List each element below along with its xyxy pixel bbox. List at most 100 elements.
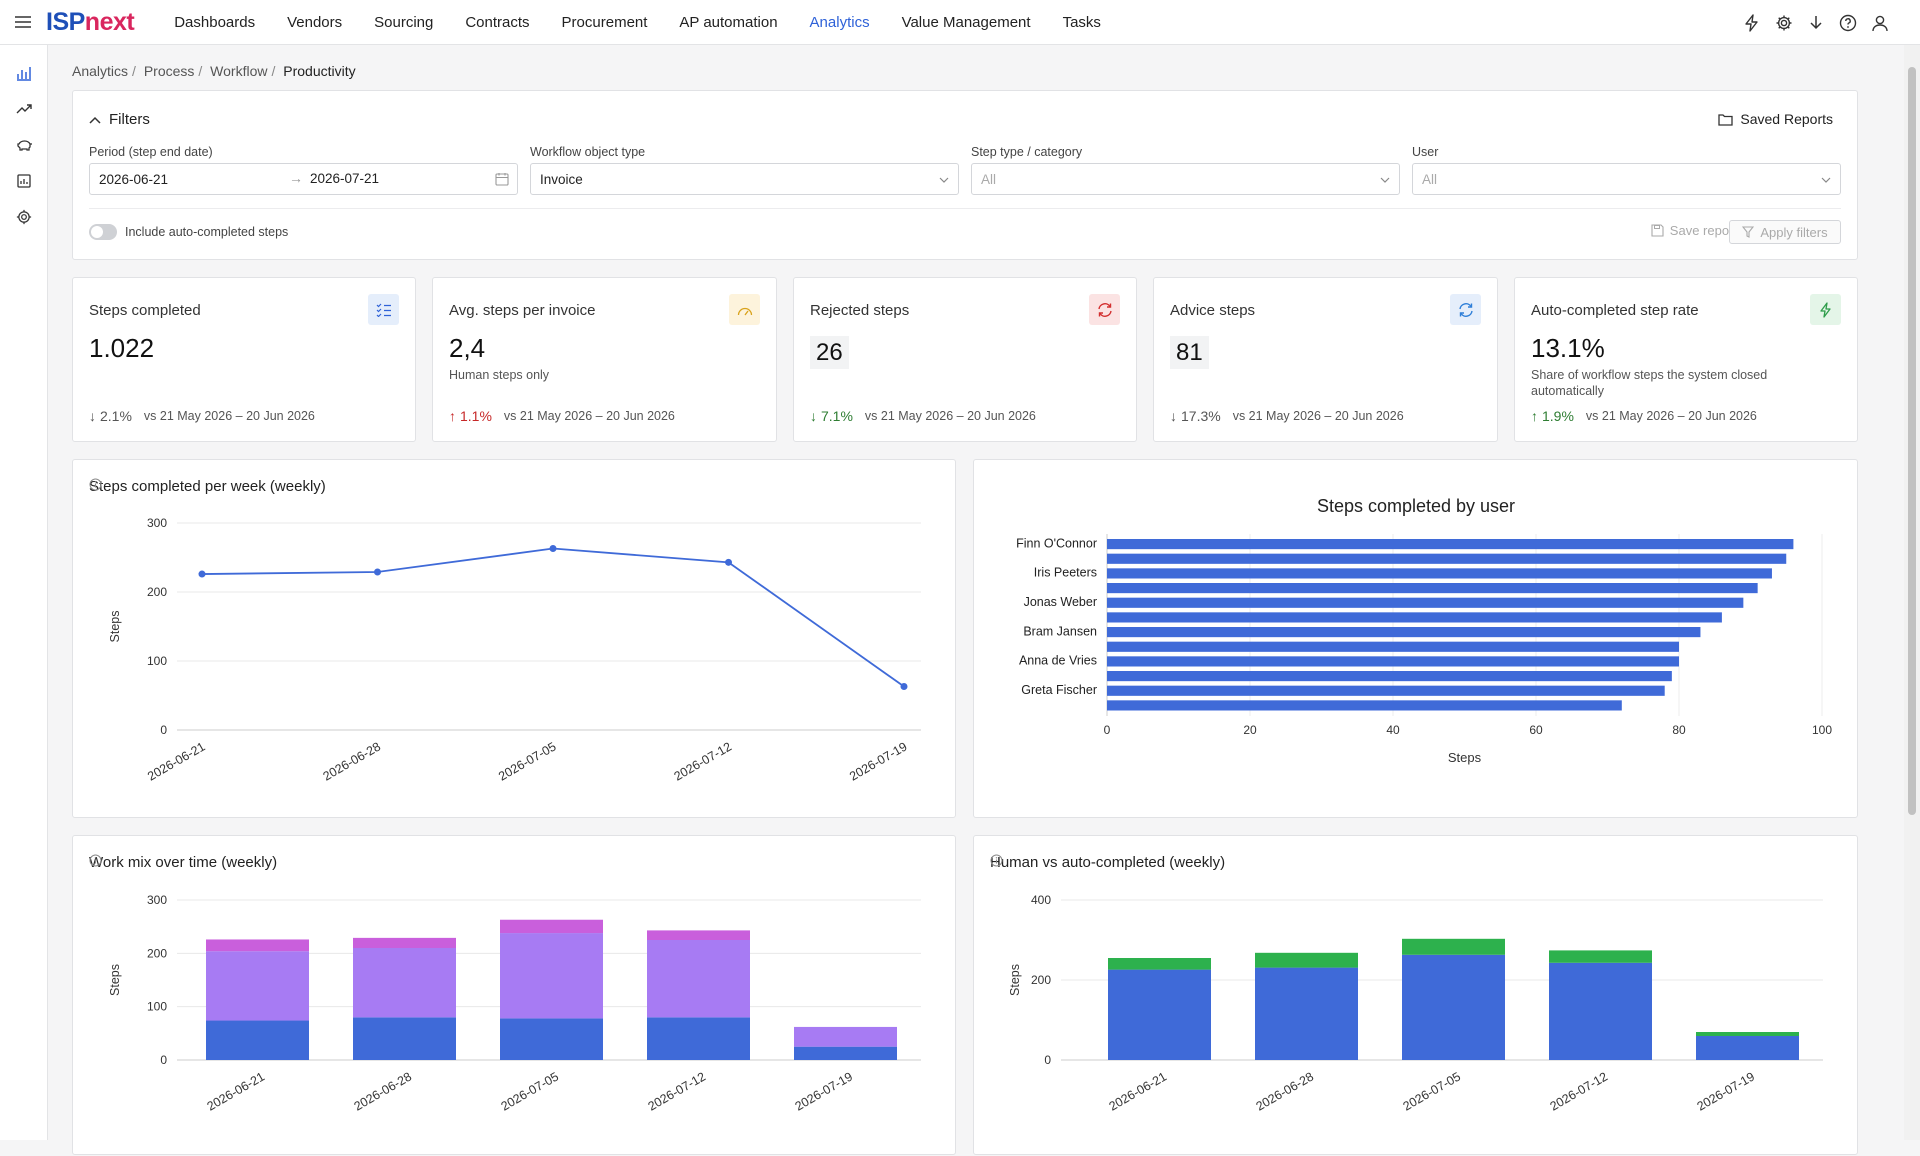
bar[interactable] bbox=[1107, 641, 1679, 652]
x-tick-label: 2026-06-21 bbox=[205, 1069, 267, 1113]
bar-segment[interactable] bbox=[353, 948, 456, 1018]
nav-item-analytics[interactable]: Analytics bbox=[809, 13, 870, 31]
data-point[interactable] bbox=[198, 570, 206, 578]
bar-segment[interactable] bbox=[794, 1046, 897, 1060]
breadcrumb-item[interactable]: Process bbox=[143, 63, 195, 79]
breadcrumb-item[interactable]: Analytics bbox=[72, 63, 129, 79]
bar-segment[interactable] bbox=[1696, 1032, 1799, 1036]
bar-segment[interactable] bbox=[1255, 967, 1358, 1060]
trend-icon[interactable] bbox=[0, 91, 48, 127]
bar[interactable] bbox=[1107, 553, 1787, 564]
kpi-title: Steps completed bbox=[89, 302, 201, 319]
x-tick-label: 2026-06-28 bbox=[1254, 1069, 1316, 1113]
bar-segment[interactable] bbox=[353, 937, 456, 948]
bar-segment[interactable] bbox=[206, 951, 309, 1021]
info-icon[interactable] bbox=[89, 478, 102, 491]
nav-item-vendors[interactable]: Vendors bbox=[287, 13, 343, 31]
bar-segment[interactable] bbox=[206, 1020, 309, 1060]
piggy-bank-icon[interactable] bbox=[0, 127, 48, 163]
period-end-input[interactable]: 2026-07-21 bbox=[310, 171, 380, 186]
kpi-subtitle: Share of workflow steps the system close… bbox=[1531, 368, 1768, 398]
apply-filters-button[interactable]: Apply filters bbox=[1729, 220, 1841, 244]
bar[interactable] bbox=[1107, 583, 1758, 594]
bar[interactable] bbox=[1107, 568, 1772, 579]
scrollbar-thumb[interactable] bbox=[1908, 67, 1916, 815]
bar-segment[interactable] bbox=[1402, 938, 1505, 955]
bar-segment[interactable] bbox=[500, 933, 603, 1019]
data-point[interactable] bbox=[374, 568, 381, 576]
nav-item-ap-automation[interactable]: AP automation bbox=[679, 13, 778, 31]
nav-item-dashboards[interactable]: Dashboards bbox=[174, 13, 256, 31]
bar-segment[interactable] bbox=[647, 940, 750, 1018]
breadcrumb-item[interactable]: Workflow bbox=[210, 63, 268, 79]
nav-item-tasks[interactable]: Tasks bbox=[1062, 13, 1101, 31]
bar-chart-icon[interactable] bbox=[0, 55, 48, 91]
object-type-select[interactable]: Invoice bbox=[530, 163, 959, 195]
kpi-compare-period: vs 21 May 2026 – 20 Jun 2026 bbox=[503, 409, 675, 423]
save-report-button[interactable]: Save report bbox=[1651, 223, 1737, 238]
work-mix-stacked-bar-chart: 0 100 200 300 Steps 2026-06-21 2026-06-28 2026-… bbox=[108, 893, 921, 1114]
chart-title: Steps completed per week (weekly) bbox=[89, 478, 326, 495]
user-icon[interactable] bbox=[1870, 13, 1890, 33]
report-icon[interactable] bbox=[0, 163, 48, 199]
x-tick-label: 40 bbox=[1386, 723, 1400, 737]
bolt-icon[interactable] bbox=[1742, 13, 1762, 33]
step-type-select[interactable]: All bbox=[971, 163, 1400, 195]
bar[interactable] bbox=[1107, 685, 1665, 696]
bar-segment[interactable] bbox=[1696, 1036, 1799, 1060]
data-point[interactable] bbox=[900, 683, 908, 691]
bar-segment[interactable] bbox=[206, 939, 309, 952]
kpi-compare-period: vs 21 May 2026 – 20 Jun 2026 bbox=[1585, 409, 1757, 423]
work-mix-chart-card: 0 100 200 300 Steps 2026-06-21 2026-06-28 2026-… bbox=[72, 835, 956, 1155]
download-icon[interactable] bbox=[1806, 13, 1826, 33]
gear-icon[interactable] bbox=[1774, 13, 1794, 33]
y-tick-label: 100 bbox=[147, 654, 167, 668]
bar-segment[interactable] bbox=[500, 1018, 603, 1060]
bar-segment[interactable] bbox=[1549, 962, 1652, 1060]
bar-segment[interactable] bbox=[1108, 958, 1211, 970]
vertical-scrollbar[interactable] bbox=[1904, 45, 1920, 1140]
bar-segment[interactable] bbox=[500, 919, 603, 934]
saved-reports-button[interactable]: Saved Reports bbox=[1718, 111, 1833, 127]
data-point[interactable] bbox=[725, 558, 732, 566]
filter-icon bbox=[1742, 226, 1755, 238]
bar[interactable] bbox=[1107, 612, 1722, 623]
settings-icon[interactable] bbox=[0, 199, 48, 235]
info-icon[interactable] bbox=[990, 854, 1003, 867]
filters-toggle[interactable]: Filters bbox=[89, 111, 150, 128]
period-range-picker[interactable]: 2026-06-21 → 2026-07-21 bbox=[89, 163, 518, 195]
user-select[interactable]: All bbox=[1412, 163, 1841, 195]
bar-segment[interactable] bbox=[647, 930, 750, 940]
bar[interactable] bbox=[1107, 539, 1794, 550]
bar[interactable] bbox=[1107, 627, 1701, 638]
x-tick-label: 0 bbox=[1104, 723, 1111, 737]
x-axis-label: Steps bbox=[1448, 750, 1482, 765]
bar[interactable] bbox=[1107, 656, 1679, 667]
bar[interactable] bbox=[1107, 700, 1622, 711]
bar-segment[interactable] bbox=[794, 1026, 897, 1047]
kpi-card: Avg. steps per invoice 2,4 Human steps o… bbox=[432, 277, 777, 442]
arrow-up-icon: ↑ bbox=[1531, 408, 1538, 424]
nav-item-sourcing[interactable]: Sourcing bbox=[374, 13, 434, 31]
auto-completed-toggle[interactable] bbox=[89, 224, 117, 240]
nav-item-contracts[interactable]: Contracts bbox=[465, 13, 530, 31]
bar-segment[interactable] bbox=[353, 1017, 456, 1060]
bar[interactable] bbox=[1107, 597, 1744, 608]
app-logo[interactable]: ISPnext bbox=[46, 7, 135, 36]
period-start-input[interactable]: 2026-06-21 bbox=[99, 171, 169, 187]
bar-segment[interactable] bbox=[647, 1017, 750, 1060]
data-point[interactable] bbox=[549, 545, 557, 553]
help-icon[interactable] bbox=[1838, 13, 1858, 33]
kpi-card: Rejected steps 26 ↓ 7.1% vs 21 May 2026 … bbox=[793, 277, 1137, 442]
nav-item-value-management[interactable]: Value Management bbox=[901, 13, 1031, 31]
bar-segment[interactable] bbox=[1549, 950, 1652, 963]
bar[interactable] bbox=[1107, 671, 1672, 682]
folder-icon bbox=[1718, 113, 1734, 126]
nav-item-procurement[interactable]: Procurement bbox=[561, 13, 648, 31]
info-icon[interactable] bbox=[89, 854, 102, 867]
bar-segment[interactable] bbox=[1255, 952, 1358, 968]
bar-segment[interactable] bbox=[1402, 954, 1505, 1060]
bar-segment[interactable] bbox=[1108, 969, 1211, 1060]
series-line bbox=[201, 547, 905, 688]
hamburger-menu-icon[interactable] bbox=[0, 0, 46, 45]
